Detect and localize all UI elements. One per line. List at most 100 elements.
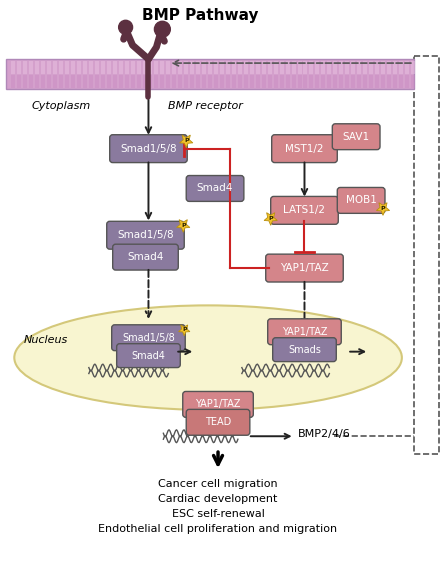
Bar — [35, 75, 39, 88]
Bar — [137, 61, 141, 74]
FancyBboxPatch shape — [186, 176, 244, 201]
FancyBboxPatch shape — [266, 254, 343, 282]
Text: Smad1/5/8: Smad1/5/8 — [117, 230, 174, 240]
Bar — [363, 61, 367, 74]
Bar — [125, 61, 129, 74]
Bar — [238, 75, 242, 88]
Bar — [393, 61, 397, 74]
FancyBboxPatch shape — [271, 197, 338, 224]
Bar — [11, 61, 15, 74]
Bar — [414, 56, 439, 454]
Bar — [405, 61, 409, 74]
Bar — [399, 61, 403, 74]
Bar — [172, 61, 176, 74]
Bar — [226, 75, 230, 88]
Bar — [256, 75, 260, 88]
Text: BMP receptor: BMP receptor — [168, 101, 243, 111]
FancyBboxPatch shape — [117, 344, 180, 368]
Text: Cytoplasm: Cytoplasm — [31, 101, 90, 111]
FancyBboxPatch shape — [113, 244, 178, 270]
Bar — [184, 61, 188, 74]
Bar — [250, 75, 254, 88]
Bar — [345, 61, 349, 74]
Bar — [375, 75, 379, 88]
Bar — [59, 61, 63, 74]
Bar — [309, 75, 313, 88]
Bar — [178, 61, 182, 74]
Bar — [303, 61, 307, 74]
Bar — [41, 75, 45, 88]
Bar — [119, 61, 123, 74]
Bar — [95, 75, 99, 88]
Text: MOB1: MOB1 — [346, 195, 376, 206]
Bar — [77, 61, 81, 74]
Bar — [41, 61, 45, 74]
Bar — [178, 75, 182, 88]
Bar — [142, 61, 146, 74]
Text: Smads: Smads — [288, 345, 321, 355]
FancyBboxPatch shape — [186, 410, 250, 435]
Bar — [226, 61, 230, 74]
Bar — [149, 61, 153, 74]
Text: Smad1/5/8: Smad1/5/8 — [120, 144, 177, 154]
Bar — [393, 75, 397, 88]
Bar — [411, 61, 415, 74]
Text: YAP1/TAZ: YAP1/TAZ — [195, 399, 241, 410]
Bar — [154, 75, 158, 88]
Bar — [89, 61, 93, 74]
Bar — [250, 61, 254, 74]
Bar — [65, 61, 69, 74]
Bar — [387, 75, 391, 88]
Text: YAP1/TAZ: YAP1/TAZ — [282, 327, 327, 337]
Bar — [309, 61, 313, 74]
Bar — [196, 75, 200, 88]
Bar — [351, 75, 355, 88]
Bar — [220, 75, 224, 88]
Bar — [125, 75, 129, 88]
Bar — [286, 75, 290, 88]
Bar — [214, 61, 218, 74]
Bar — [130, 75, 134, 88]
Bar — [303, 75, 307, 88]
Bar — [369, 61, 373, 74]
Bar — [208, 61, 212, 74]
Circle shape — [119, 20, 133, 34]
Text: LATS1/2: LATS1/2 — [283, 205, 325, 215]
Bar — [160, 61, 164, 74]
Bar — [35, 61, 39, 74]
Bar — [83, 61, 87, 74]
Bar — [274, 61, 278, 74]
Bar — [59, 75, 63, 88]
Bar — [339, 61, 343, 74]
Bar — [47, 75, 51, 88]
Bar — [149, 75, 153, 88]
Bar — [363, 75, 367, 88]
Bar — [160, 75, 164, 88]
Bar — [232, 61, 236, 74]
Bar — [202, 61, 206, 74]
Text: BMP Pathway: BMP Pathway — [142, 8, 259, 23]
Bar — [268, 61, 272, 74]
Bar — [298, 61, 302, 74]
Bar — [89, 75, 93, 88]
Bar — [29, 61, 33, 74]
Bar — [130, 61, 134, 74]
Bar — [291, 75, 295, 88]
FancyBboxPatch shape — [107, 221, 184, 249]
FancyBboxPatch shape — [183, 392, 253, 418]
Bar — [279, 61, 283, 74]
FancyBboxPatch shape — [272, 134, 337, 163]
Text: ESC self-renewal: ESC self-renewal — [172, 509, 264, 519]
Text: Nucleus: Nucleus — [23, 334, 68, 345]
Polygon shape — [177, 220, 190, 232]
Text: Endothelial cell proliferation and migration: Endothelial cell proliferation and migra… — [98, 524, 338, 534]
Bar — [328, 61, 332, 74]
Bar — [375, 61, 379, 74]
Bar — [83, 75, 87, 88]
Text: MST1/2: MST1/2 — [285, 144, 324, 154]
FancyBboxPatch shape — [268, 319, 341, 345]
Bar — [190, 61, 194, 74]
Bar — [244, 75, 248, 88]
Text: Smad1/5/8: Smad1/5/8 — [122, 333, 175, 343]
Bar — [214, 75, 218, 88]
